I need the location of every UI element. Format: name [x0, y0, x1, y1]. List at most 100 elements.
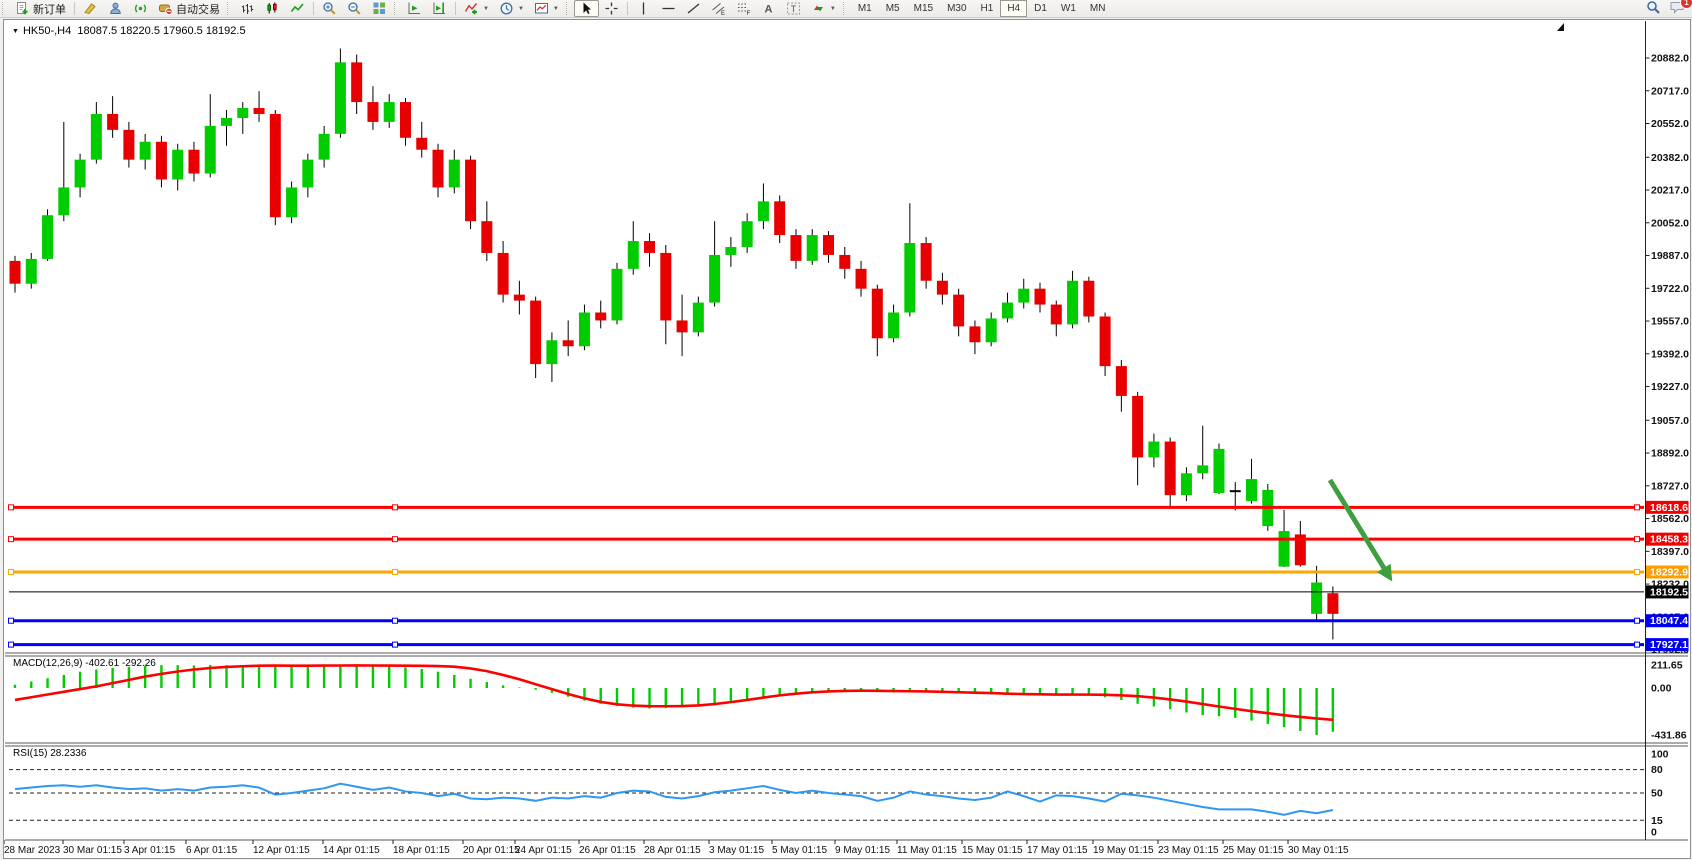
- arrows-button[interactable]: ▼: [806, 0, 841, 17]
- svg-text:5 May 01:15: 5 May 01:15: [772, 845, 827, 856]
- zoom-out-button[interactable]: [342, 0, 367, 17]
- timeframe-button-m1[interactable]: M1: [857, 3, 872, 14]
- tile-windows-button[interactable]: [367, 0, 392, 17]
- profile-icon: [108, 1, 123, 16]
- svg-text:20052.0: 20052.0: [1651, 217, 1689, 229]
- timeframe-button-w1[interactable]: W1: [1060, 3, 1076, 14]
- svg-text:18458.3: 18458.3: [1650, 534, 1688, 546]
- crosshair-button[interactable]: [599, 0, 624, 17]
- chart-dropdown-icon[interactable]: ▼: [12, 28, 19, 35]
- svg-text:20552.0: 20552.0: [1651, 118, 1689, 130]
- svg-text:80: 80: [1651, 764, 1663, 776]
- autoscroll-icon: [407, 1, 422, 16]
- horizontal-line-18618.6[interactable]: [8, 504, 1645, 511]
- new-order-button[interactable]: 新订单: [10, 0, 71, 17]
- price-badges: 18618.6 18458.3 18292.9 18192.5 18047.4 17927…: [1646, 500, 1689, 652]
- timeframe-button-h1[interactable]: H1: [980, 3, 994, 14]
- channel-icon: E: [711, 1, 726, 16]
- vertical-line-button[interactable]: [631, 0, 656, 17]
- chevron-down-icon: ▼: [552, 5, 559, 12]
- chart-shift-button[interactable]: [427, 0, 452, 17]
- svg-text:0: 0: [1651, 827, 1657, 839]
- horizontal-line-18458.3[interactable]: [8, 536, 1645, 543]
- templates-button[interactable]: ▼: [529, 0, 564, 17]
- svg-text:28 Apr 01:15: 28 Apr 01:15: [644, 845, 701, 856]
- bar-chart-button[interactable]: [235, 0, 260, 17]
- toolbar-separator: [455, 2, 456, 15]
- panel-frames: [5, 21, 1688, 841]
- chevron-down-icon: ▼: [829, 5, 836, 12]
- svg-text:30 Mar 01:15: 30 Mar 01:15: [63, 845, 122, 856]
- svg-text:19392.0: 19392.0: [1651, 348, 1689, 360]
- horizontal-line-17927.1[interactable]: [8, 641, 1645, 648]
- zoom-in-button[interactable]: [317, 0, 342, 17]
- horizontal-line-18047.4[interactable]: [8, 617, 1645, 624]
- arrows-icon: [811, 1, 826, 16]
- timeframe-button-h4[interactable]: H4: [1000, 0, 1028, 17]
- horizontal-line-button[interactable]: [656, 0, 681, 17]
- styler-button[interactable]: [78, 0, 103, 17]
- bars-icon: [240, 1, 255, 16]
- periods-button[interactable]: ▼: [494, 0, 529, 17]
- toolbar-separator: [74, 2, 75, 15]
- signal-icon: [133, 1, 148, 16]
- notifications-button[interactable]: 1: [1669, 0, 1692, 18]
- chart-nav-marker: [1557, 23, 1564, 31]
- trend-arrow-annotation[interactable]: [1327, 478, 1393, 582]
- svg-text:19 May 01:15: 19 May 01:15: [1093, 845, 1154, 856]
- zoomout-icon: [347, 1, 362, 16]
- chevron-down-icon: ▼: [517, 5, 524, 12]
- macd-indicator-label: MACD(12,26,9) -402.61 -292.26: [13, 658, 156, 669]
- svg-text:19557.0: 19557.0: [1651, 316, 1689, 328]
- timeframe-button-d1[interactable]: D1: [1034, 3, 1047, 14]
- notification-badge: 1: [1680, 0, 1692, 9]
- chart-canvas[interactable]: 20882.0 20717.0 20552.0 20382.0 20217.0 20052…: [4, 20, 1690, 858]
- trendline-button[interactable]: [681, 0, 706, 17]
- timeframe-button-mn[interactable]: MN: [1089, 3, 1106, 14]
- auto-trading-button[interactable]: 自动交易: [153, 0, 225, 17]
- svg-text:20382.0: 20382.0: [1651, 152, 1689, 164]
- chart-title: ▼ HK50-,H4 18087.5 18220.5 17960.5 18192.…: [12, 25, 246, 37]
- profile-button[interactable]: [103, 0, 128, 17]
- indicators-icon: [464, 1, 479, 16]
- svg-text:17927.1: 17927.1: [1650, 639, 1688, 651]
- svg-text:26 Apr 01:15: 26 Apr 01:15: [579, 845, 636, 856]
- channel-button[interactable]: E: [706, 0, 731, 17]
- timeframe-button-m15[interactable]: M15: [913, 3, 934, 14]
- chart-symbol-period: HK50-,H4: [22, 25, 72, 37]
- svg-text:18618.6: 18618.6: [1650, 502, 1688, 514]
- cursor-button[interactable]: [573, 0, 599, 17]
- svg-text:19722.0: 19722.0: [1651, 283, 1689, 295]
- macd-histogram: [13, 664, 1335, 735]
- label-button[interactable]: T: [781, 0, 806, 17]
- chart-window: 20882.0 20717.0 20552.0 20382.0 20217.0 20052…: [3, 19, 1691, 859]
- horizontal-line-18292.9[interactable]: [8, 568, 1645, 575]
- signal-button[interactable]: [128, 0, 153, 17]
- svg-text:23 May 01:15: 23 May 01:15: [1158, 845, 1219, 856]
- timeframe-button-m5[interactable]: M5: [885, 3, 900, 14]
- toolbar-separator: [313, 2, 314, 15]
- trendline-icon: [686, 1, 701, 16]
- fibonacci-button[interactable]: F: [731, 0, 756, 17]
- chartshift-icon: [432, 1, 447, 16]
- search-icon[interactable]: [1646, 0, 1661, 18]
- auto-trading-button-label: 自动交易: [176, 3, 220, 16]
- labelT-icon: T: [786, 1, 801, 16]
- svg-text:20 Apr 01:15: 20 Apr 01:15: [463, 845, 520, 856]
- candlestick-chart-button[interactable]: [260, 0, 285, 17]
- svg-text:15 May 01:15: 15 May 01:15: [962, 845, 1023, 856]
- auto-scroll-button[interactable]: [402, 0, 427, 17]
- line-chart-button[interactable]: [285, 0, 310, 17]
- svg-text:211.65: 211.65: [1651, 659, 1683, 671]
- indicators-button[interactable]: ▼: [459, 0, 494, 17]
- svg-text:11 May 01:15: 11 May 01:15: [897, 845, 957, 856]
- svg-text:24 Apr 01:15: 24 Apr 01:15: [515, 845, 572, 856]
- text-button[interactable]: A: [756, 0, 781, 17]
- neworder-icon: [15, 1, 30, 16]
- time-axis[interactable]: 28 Mar 2023 30 Mar 01:15 3 Apr 01:15 6 Apr …: [4, 840, 1349, 856]
- svg-text:3 May 01:15: 3 May 01:15: [709, 845, 764, 856]
- timeframe-button-m30[interactable]: M30: [947, 3, 967, 14]
- price-axis[interactable]: 20882.0 20717.0 20552.0 20382.0 20217.0 20052…: [1645, 53, 1690, 839]
- svg-text:18 Apr 01:15: 18 Apr 01:15: [393, 845, 450, 856]
- svg-text:28 Mar 2023: 28 Mar 2023: [4, 845, 61, 856]
